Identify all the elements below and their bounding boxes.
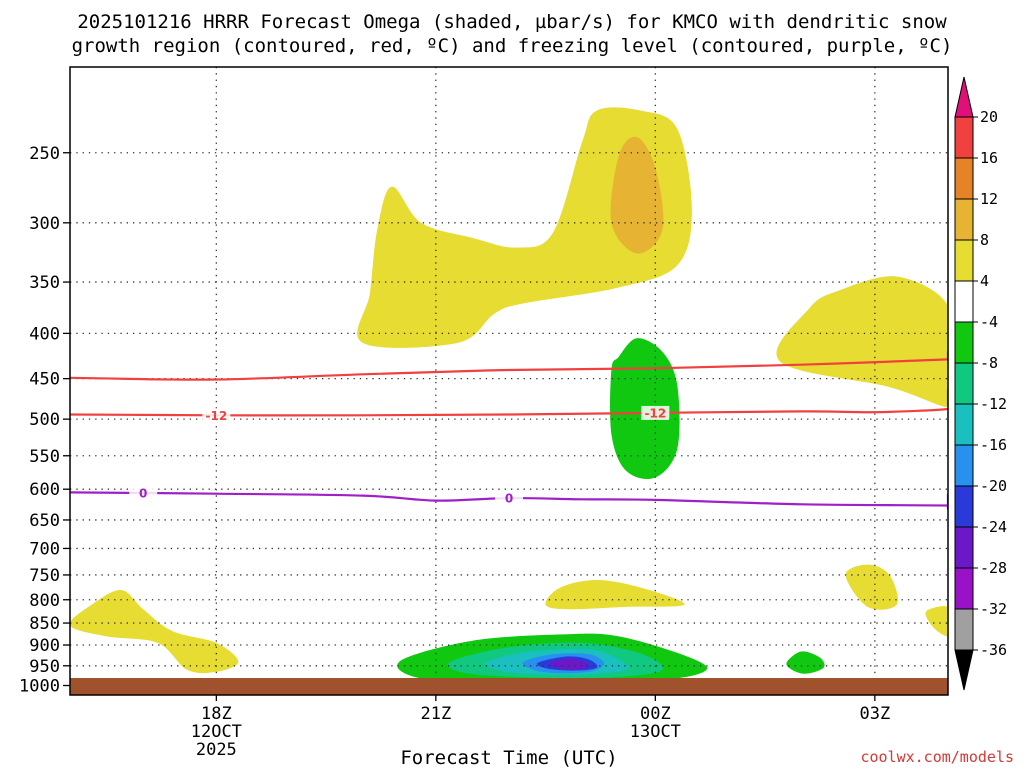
y-tick-label: 850 [29,614,60,634]
colorbar-bin [954,116,974,159]
plot-frame [69,66,949,696]
colorbar-tick-label: -16 [980,436,1007,454]
colorbar-tick-label: 16 [980,149,998,167]
colorbar-tick-label: 20 [980,108,998,126]
y-tick-label: 350 [29,273,60,293]
colorbar-tick-label: -32 [980,600,1007,618]
colorbar-tick-label: 4 [980,272,989,290]
x-tick-label: 21Z [420,704,451,724]
colorbar-tick-label: -36 [980,641,1007,659]
y-tick-label: 750 [29,566,60,586]
colorbar-bin [954,526,974,569]
colorbar-bin [954,321,974,364]
colorbar-bin [954,280,974,323]
y-tick-label: 900 [29,636,60,656]
chart-title-line1: 2025101216 HRRR Forecast Omega (shaded, … [77,11,947,33]
y-tick-label: 1000 [19,677,60,697]
y-tick-label: 400 [29,324,60,344]
colorbar-tick-label: -12 [980,395,1007,413]
contour-label-bg [495,491,523,506]
colorbar-bin [954,362,974,405]
omega-region-18 [548,658,589,670]
x-tick-label: 2025 [196,740,237,760]
y-tick-label: 300 [29,214,60,234]
omega-region-8 [545,580,685,610]
colorbar-bin [954,198,974,241]
y-tick-label: 950 [29,657,60,677]
colorbar-tick-label: 8 [980,231,989,249]
contour-label-bg [202,408,231,423]
contour-label: -12 [205,409,227,423]
credit-link[interactable]: coolwx.com/models [860,748,1014,766]
colorbar-bin [954,157,974,200]
contour-label: 0 [505,492,513,506]
contour-2 [70,491,948,510]
colorbar-bin [954,403,974,446]
contour-label: -12 [644,406,666,420]
omega-region-10 [925,606,948,637]
colorbar-tick-label: -8 [980,354,998,372]
colorbar-tick-label: -4 [980,313,998,331]
omega-region-7 [70,589,239,674]
y-tick-label: 700 [29,539,60,559]
y-tick-label: 800 [29,591,60,611]
y-tick-label: 250 [29,144,60,164]
contour-0 [70,351,948,381]
contour-label-bg [129,486,158,501]
colorbar-tip-top [954,76,974,118]
colorbar-tip-bottom [954,649,974,691]
omega-region-0 [357,107,692,348]
colorbar-bin [954,608,974,651]
x-tick-label: 18Z [201,704,232,724]
colorbar-bin [954,444,974,487]
omega-shading [70,107,948,682]
omega-region-2 [776,276,948,408]
contour-label-bg [641,405,670,420]
colorbar-tick-label: -24 [980,518,1007,536]
y-tick-label: 650 [29,511,60,531]
colorbar-bin [954,485,974,528]
ground-surface [70,678,948,695]
y-tick-label: 450 [29,370,60,390]
colorbar-bin [954,239,974,282]
y-axis-pressure: 2503003504004505005506006507007508008509… [19,144,70,697]
omega-region-1 [610,136,664,254]
colorbar-tick-label: -20 [980,477,1007,495]
colorbar-tick-label: -28 [980,559,1007,577]
x-tick-label: 03Z [859,704,890,724]
x-axis-time: 18Z12OCT202521Z00Z13OCT03Z06Z09Z [191,695,890,760]
colorbar: -36 -32 -28 -24 -20 -16 -12 -8 -4 4 8 12 16 20 [954,76,1007,691]
x-tick-label: 00Z [640,704,671,724]
colorbar-bin [954,567,974,610]
y-tick-label: 600 [29,480,60,500]
omega-region-9 [845,564,898,610]
colorbar-tick-label: 12 [980,190,998,208]
x-tick-label: 12OCT [191,722,242,742]
chart-title-line2: growth region (contoured, red, ºC) and f… [72,35,953,57]
contour-label: 0 [139,487,147,501]
y-tick-label: 550 [29,447,60,467]
y-tick-label: 500 [29,410,60,430]
contour-1 [70,388,948,417]
omega-region-19 [786,651,825,674]
x-axis-label: Forecast Time (UTC) [400,747,617,768]
x-tick-label: 13OCT [630,722,681,742]
grid-lines [70,67,948,695]
